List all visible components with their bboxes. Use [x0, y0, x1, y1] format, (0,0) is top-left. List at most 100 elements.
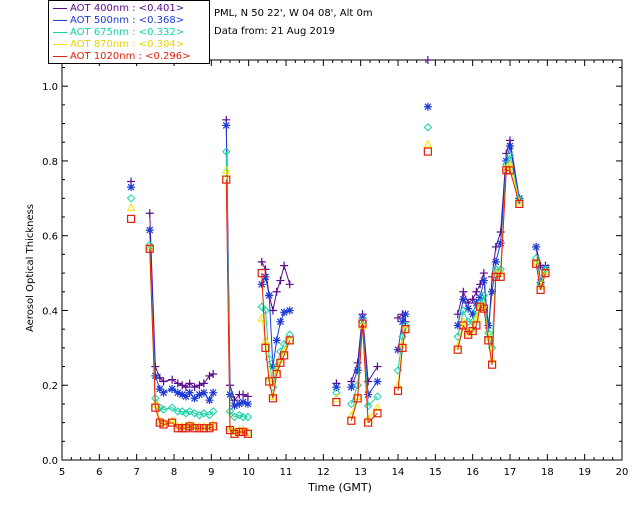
data-point [173, 379, 182, 388]
x-tick-label: 15 [429, 467, 442, 478]
series-line-segment [487, 291, 493, 326]
data-point [243, 412, 253, 422]
plot-axes: 5 6 7 8 9 10 11 12 13 14 15 16 17 18 19 20 0.0 0.2 0.4 0.6 0… [42, 59, 628, 478]
series-line-segment [483, 304, 489, 337]
data-point [265, 377, 274, 386]
series-line-segment [149, 248, 156, 408]
data-point [268, 391, 278, 400]
series-line-segment [479, 295, 485, 304]
data-point [364, 418, 373, 427]
data-point [541, 268, 550, 278]
data-point [423, 102, 432, 111]
legend-label-400nm: AOT 400nm : <0.401> [70, 3, 185, 14]
series-line-segment [234, 394, 240, 401]
site-info: PML, N 50 22', W 04 08', Alt 0m [214, 8, 373, 19]
series-line-segment [491, 276, 497, 365]
data-point [459, 306, 468, 315]
series-line-segment [276, 362, 281, 375]
data-point [479, 291, 489, 300]
data-point [401, 325, 410, 334]
data-point [453, 321, 462, 330]
series-line-segment [279, 343, 285, 352]
data-point [221, 165, 231, 174]
y-axis-label: Aerosol Optical Thickness [25, 204, 36, 332]
data-point [222, 121, 231, 130]
data-point [185, 388, 194, 397]
data-point [459, 287, 468, 296]
data-point [190, 394, 199, 403]
data-point [239, 390, 248, 399]
series-line-segment [495, 231, 502, 248]
x-tick-label: 12 [317, 467, 330, 478]
series-line-segment [203, 375, 210, 384]
series-line-segment [163, 407, 173, 411]
x-tick-label: 5 [59, 467, 65, 478]
data-point [347, 383, 356, 392]
data-point [209, 370, 218, 379]
series-line-segment [154, 375, 161, 390]
x-tick-label: 9 [208, 467, 214, 478]
data-point [209, 388, 218, 397]
data-point [178, 381, 187, 390]
data-point [285, 336, 294, 345]
data-point [178, 407, 187, 416]
data-point [514, 197, 524, 206]
y-tick-label: 0.8 [42, 157, 58, 168]
data-point [195, 390, 204, 399]
data-point [491, 242, 500, 251]
data-point [159, 377, 168, 386]
legend-line-1020nm [53, 55, 67, 57]
data-point [235, 399, 244, 408]
data-point [536, 285, 545, 295]
legend-item-675nm: AOT 675nm : <0.332> [53, 27, 184, 39]
series-0 [127, 56, 550, 405]
data-point [272, 369, 281, 379]
data-point [401, 321, 410, 330]
data-point [398, 343, 407, 352]
data-point [353, 366, 362, 375]
data-point [276, 317, 285, 326]
series-line-segment [283, 265, 291, 285]
data-point [479, 276, 488, 285]
data-point [423, 56, 432, 64]
x-tick-label: 17 [504, 467, 517, 478]
x-tick-label: 6 [96, 467, 102, 478]
data-point [373, 409, 382, 418]
series-line-segment [229, 394, 235, 406]
y-tick-label: 0.0 [42, 456, 58, 467]
series-line-segment [500, 170, 507, 277]
data-point [373, 362, 382, 371]
series-line-segment [279, 265, 285, 281]
data-point [532, 242, 541, 251]
series-line-segment [189, 382, 195, 388]
data-point [205, 371, 214, 380]
data-point [168, 418, 177, 427]
data-point [532, 259, 541, 268]
data-point [168, 375, 177, 384]
series-line-segment [483, 308, 489, 341]
series-line-segment [272, 340, 278, 367]
series-line-segment [171, 422, 179, 429]
legend-line-675nm [53, 31, 67, 33]
series-line-segment [462, 325, 469, 335]
data-point [225, 423, 235, 432]
data-point [393, 386, 403, 395]
data-point [239, 398, 248, 407]
data-point [484, 336, 493, 345]
data-point [159, 420, 168, 429]
data-point [205, 396, 214, 405]
series-line-segment [472, 291, 477, 300]
data-point [178, 390, 187, 399]
series-line-segment [154, 407, 161, 423]
series-line-segment [397, 347, 403, 391]
series-line-segment [509, 145, 520, 199]
data-point [423, 123, 433, 132]
data-point [479, 304, 488, 313]
legend-item-400nm: AOT 400nm : <0.401> [53, 3, 184, 15]
series-line-segment [495, 243, 502, 262]
data-point [167, 403, 177, 412]
data-point [394, 345, 402, 354]
series-line-segment [350, 370, 359, 388]
series-line-segment [350, 362, 359, 382]
x-tick-label: 7 [133, 467, 139, 478]
